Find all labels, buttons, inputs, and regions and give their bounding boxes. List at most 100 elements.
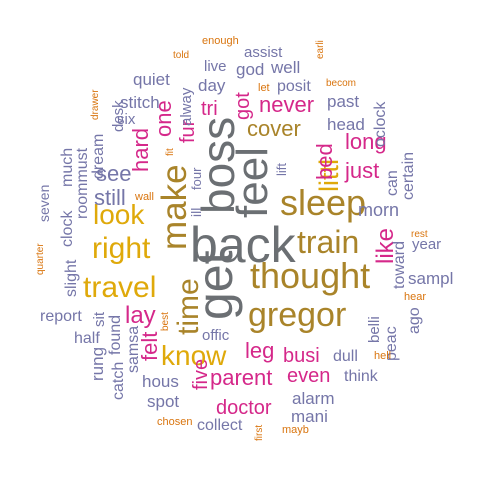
cloud-word-past: past: [327, 92, 359, 111]
cloud-word-bed: bed: [312, 143, 337, 180]
cloud-word-littl: littl: [314, 159, 344, 192]
cloud-word-time: time: [172, 278, 205, 335]
cloud-word-thought: thought: [250, 255, 370, 296]
cloud-word-chosen: chosen: [157, 416, 192, 428]
cloud-word-leg: leg: [245, 338, 274, 363]
cloud-word-feel: feel: [228, 147, 277, 218]
cloud-word-quarter: quarter: [35, 243, 46, 275]
cloud-word-alarm: alarm: [292, 389, 335, 408]
cloud-word-enough: enough: [202, 35, 239, 47]
cloud-word-long: long: [345, 129, 387, 154]
cloud-word-tri: tri: [201, 98, 218, 120]
cloud-word-get: get: [187, 250, 243, 320]
cloud-word-oclock: oclock: [372, 101, 389, 147]
cloud-word-ill: ill: [188, 208, 204, 217]
cloud-word-well: well: [270, 58, 300, 77]
cloud-word-drawer: drawer: [90, 89, 101, 120]
cloud-word-travel: travel: [83, 271, 156, 304]
cloud-word-look: look: [93, 199, 145, 230]
cloud-word-morn: morn: [358, 200, 399, 220]
cloud-word-back: back: [190, 217, 297, 273]
cloud-word-parent: parent: [210, 365, 272, 390]
cloud-word-roommust: roommust: [74, 147, 91, 219]
cloud-word-hous: hous: [142, 372, 179, 391]
cloud-word-much: much: [59, 148, 76, 187]
cloud-word-mani: mani: [291, 407, 328, 426]
cloud-word-mayb: mayb: [282, 424, 309, 436]
cloud-word-best: best: [160, 312, 171, 331]
cloud-word-belli: belli: [366, 316, 383, 343]
cloud-word-doctor: doctor: [216, 397, 272, 419]
cloud-word-train: train: [297, 224, 359, 260]
cloud-word-gregor: gregor: [248, 296, 346, 334]
cloud-word-fit: fit: [165, 148, 176, 156]
cloud-word-rung: rung: [88, 347, 107, 381]
cloud-word-one: one: [151, 100, 176, 137]
cloud-word-sampl: sampl: [408, 269, 453, 288]
cloud-word-first: first: [254, 425, 265, 441]
cloud-word-seven: seven: [36, 185, 52, 222]
cloud-word-offic: offic: [202, 327, 230, 344]
cloud-word-ago: ago: [406, 307, 423, 334]
cloud-word-dream: dream: [90, 134, 107, 179]
cloud-word-assist: assist: [244, 44, 283, 61]
cloud-word-peac: peac: [383, 326, 400, 361]
cloud-word-think: think: [344, 368, 379, 385]
cloud-word-sleep: sleep: [280, 182, 366, 223]
cloud-word-posit: posit: [277, 78, 311, 95]
cloud-word-make: make: [155, 164, 194, 250]
cloud-word-sit: sit: [91, 311, 108, 327]
cloud-word-hard: hard: [128, 128, 153, 172]
cloud-word-year: year: [412, 236, 441, 253]
cloud-word-god: god: [236, 60, 264, 79]
cloud-word-six: six: [117, 111, 136, 128]
cloud-word-desk: desk: [110, 100, 127, 132]
cloud-word-lay: lay: [125, 302, 156, 329]
cloud-word-like: like: [372, 228, 399, 264]
cloud-word-lift: lift: [274, 163, 289, 176]
cloud-word-let: let: [258, 82, 270, 94]
cloud-word-never: never: [259, 92, 314, 117]
cloud-word-hell: hell: [374, 350, 391, 362]
cloud-word-slight: slight: [63, 259, 80, 297]
cloud-word-can: can: [384, 170, 401, 196]
cloud-word-earli: earli: [315, 40, 326, 59]
cloud-word-five: five: [190, 359, 212, 390]
cloud-word-catch: catch: [110, 362, 127, 400]
cloud-word-just: just: [344, 158, 379, 183]
cloud-word-head: head: [327, 115, 365, 134]
cloud-word-fur: fur: [177, 119, 199, 143]
cloud-word-four: four: [189, 167, 204, 190]
cloud-word-samsa: samsa: [125, 326, 142, 373]
cloud-word-told: told: [173, 50, 189, 61]
cloud-word-certain: certain: [400, 152, 417, 200]
cloud-word-wall: wall: [134, 191, 154, 203]
cloud-word-busi: busi: [283, 345, 320, 367]
cloud-word-half: half: [74, 330, 100, 347]
cloud-word-know: know: [161, 340, 227, 371]
cloud-word-live: live: [204, 58, 227, 75]
cloud-word-found: found: [107, 315, 124, 355]
cloud-word-collect: collect: [197, 417, 243, 434]
cloud-word-quiet: quiet: [133, 70, 170, 89]
cloud-word-alway: alway: [178, 87, 195, 126]
cloud-word-see: see: [96, 161, 131, 186]
cloud-word-stitch: stitch: [120, 93, 160, 112]
cloud-word-day: day: [198, 76, 226, 95]
cloud-word-clock: clock: [59, 210, 76, 247]
cloud-word-still: still: [94, 185, 126, 210]
cloud-word-felt: felt: [137, 332, 162, 361]
cloud-word-spot: spot: [147, 392, 179, 411]
cloud-word-boss: boss: [192, 117, 244, 214]
cloud-word-rest: rest: [411, 229, 428, 240]
cloud-word-becom: becom: [326, 78, 356, 89]
cloud-word-hear: hear: [404, 291, 426, 303]
cloud-word-cover: cover: [247, 116, 301, 141]
cloud-word-even: even: [287, 365, 330, 387]
cloud-word-dull: dull: [333, 348, 358, 365]
cloud-word-right: right: [92, 232, 151, 265]
cloud-word-toward: toward: [391, 241, 408, 289]
cloud-word-report: report: [40, 308, 82, 325]
cloud-word-got: got: [232, 92, 254, 120]
